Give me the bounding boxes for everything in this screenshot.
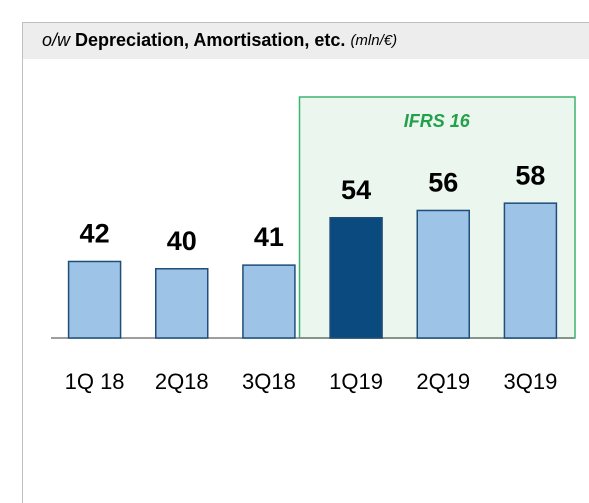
x-tick-label: 1Q19: [329, 369, 383, 394]
bar: [503, 202, 558, 339]
value-label: 40: [167, 226, 197, 256]
bar: [155, 268, 209, 339]
value-label: 41: [254, 222, 284, 252]
value-label: 58: [515, 160, 545, 190]
title-main: Depreciation, Amortisation, etc.: [75, 30, 345, 50]
x-tick-label: 3Q18: [242, 369, 296, 394]
annotation: IFRS 16: [404, 111, 471, 131]
value-label: 42: [80, 219, 110, 249]
title-unit: (mln/€): [350, 32, 397, 49]
value-label: 56: [428, 168, 458, 198]
title-bar: [23, 23, 589, 59]
title-prefix: o/w: [42, 30, 71, 50]
x-tick-label: 3Q19: [504, 369, 558, 394]
bar: [67, 260, 122, 339]
x-tick-label: 2Q19: [416, 369, 470, 394]
x-tick-label: 2Q18: [155, 369, 209, 394]
bar: [242, 264, 296, 339]
x-tick-label: 1Q 18: [65, 369, 125, 394]
chart-title: o/w Depreciation, Amortisation, etc. (ml…: [42, 30, 397, 50]
bar: [416, 209, 470, 339]
value-label: 54: [341, 175, 371, 205]
bar: [329, 216, 383, 339]
